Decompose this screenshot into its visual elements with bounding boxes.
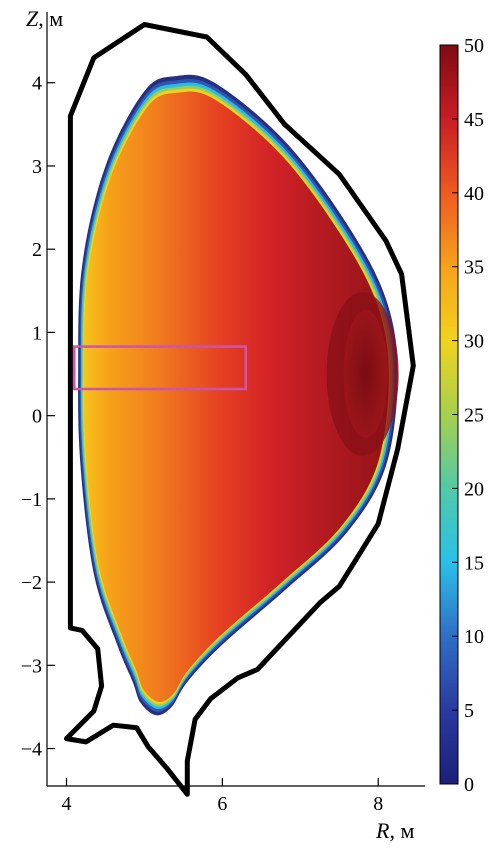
colorbar-tick-label: 50 [464,35,484,57]
colorbar: 0 5 10 15 20 25 30 35 40 45 50 [439,35,484,796]
x-tick-label: 4 [61,793,71,815]
colorbar-tick-label: 25 [464,405,484,427]
x-tick-label: 8 [373,793,383,815]
y-tick-label: 3 [32,156,42,178]
plasma-heatmap [84,91,389,702]
x-axis-label: R, м [376,818,415,843]
region-rectangle [73,345,247,391]
y-axis-label: Z, м [26,6,64,31]
colorbar-tick-label: 0 [464,774,474,796]
vessel-wall [64,22,416,797]
y-tick-label: −3 [21,655,42,677]
y-tick-label: −4 [21,739,42,761]
plot-area [64,22,416,797]
y-tick-label: 1 [32,322,42,344]
axes: −4 −3 −2 −1 0 1 2 3 4 4 6 8 [21,12,425,815]
colorbar-tick-label: 30 [464,331,484,353]
y-tick-label: 0 [32,406,42,428]
y-tick-label: −1 [21,489,42,511]
colorbar-tick-label: 15 [464,552,484,574]
x-tick-label: 6 [217,793,227,815]
colorbar-tick-label: 45 [464,109,484,131]
colorbar-tick-label: 35 [464,257,484,279]
y-tick-label: −2 [21,572,42,594]
y-tick-label: 2 [32,239,42,261]
colorbar-tick-label: 40 [464,183,484,205]
colorbar-tick-label: 10 [464,626,484,648]
colorbar-tick-label: 5 [464,700,474,722]
y-tick-label: 4 [32,73,42,95]
colorbar-tick-label: 20 [464,478,484,500]
hot-core [343,310,388,439]
